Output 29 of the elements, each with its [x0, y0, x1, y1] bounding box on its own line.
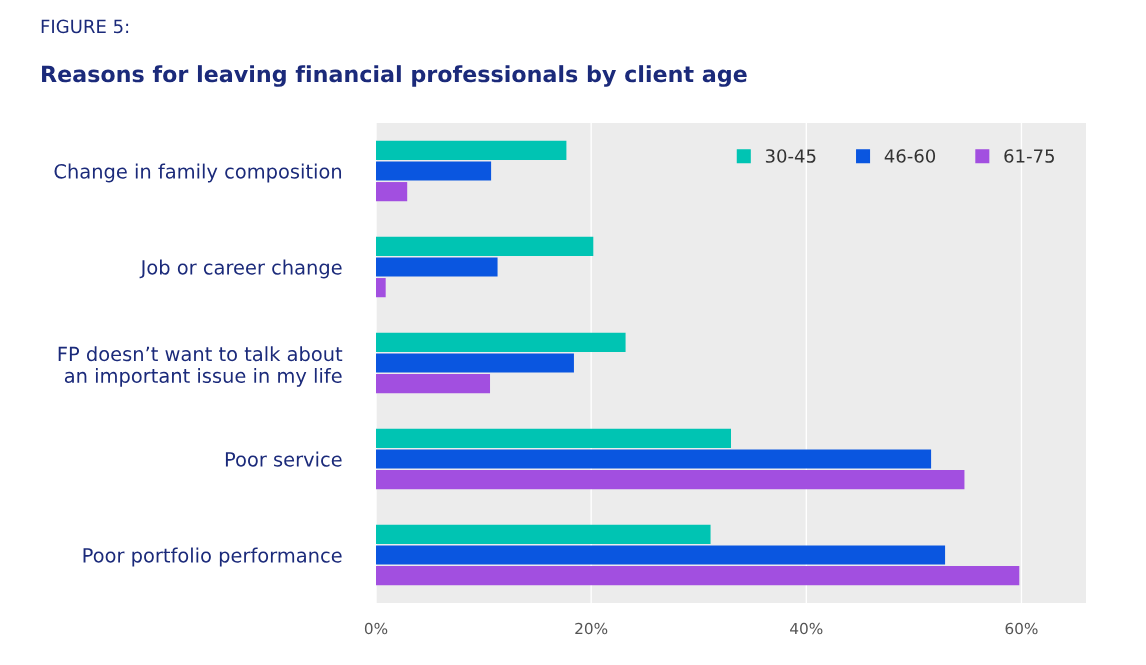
bar [376, 470, 965, 490]
y-tick-label: Job or career change [139, 259, 342, 279]
text: FIGURE 5: [41, 19, 129, 34]
legend-label: 46-60 [884, 149, 936, 163]
x-tick-label: 40% [790, 622, 823, 635]
chart-title: Reasons for leaving financial professionals by client age [42, 65, 747, 87]
bar [376, 257, 498, 277]
x-tick-label: 60% [1005, 622, 1038, 635]
bar [376, 545, 946, 565]
bar [376, 353, 574, 373]
bar [376, 332, 626, 352]
bar [376, 278, 386, 298]
bar [376, 449, 932, 469]
bar [376, 524, 711, 544]
bar [376, 374, 491, 394]
x-tick-label: 0% [364, 622, 388, 635]
y-tick-label: Change in family composition [54, 163, 342, 183]
bar [376, 236, 594, 256]
x-tick-label: 20% [575, 622, 608, 635]
y-tick-label: Poor service [225, 451, 342, 467]
y-tick-label: FP doesn’t want to talk about an important issue in my life [58, 346, 343, 387]
bar [376, 182, 408, 202]
bar [376, 140, 567, 160]
bar [376, 566, 1020, 586]
bar [376, 428, 731, 448]
legend-label: 61-75 [1004, 149, 1054, 163]
legend-label: 30-45 [765, 149, 816, 163]
bar [376, 161, 492, 181]
y-tick-label: Poor portfolio performance [83, 547, 342, 567]
